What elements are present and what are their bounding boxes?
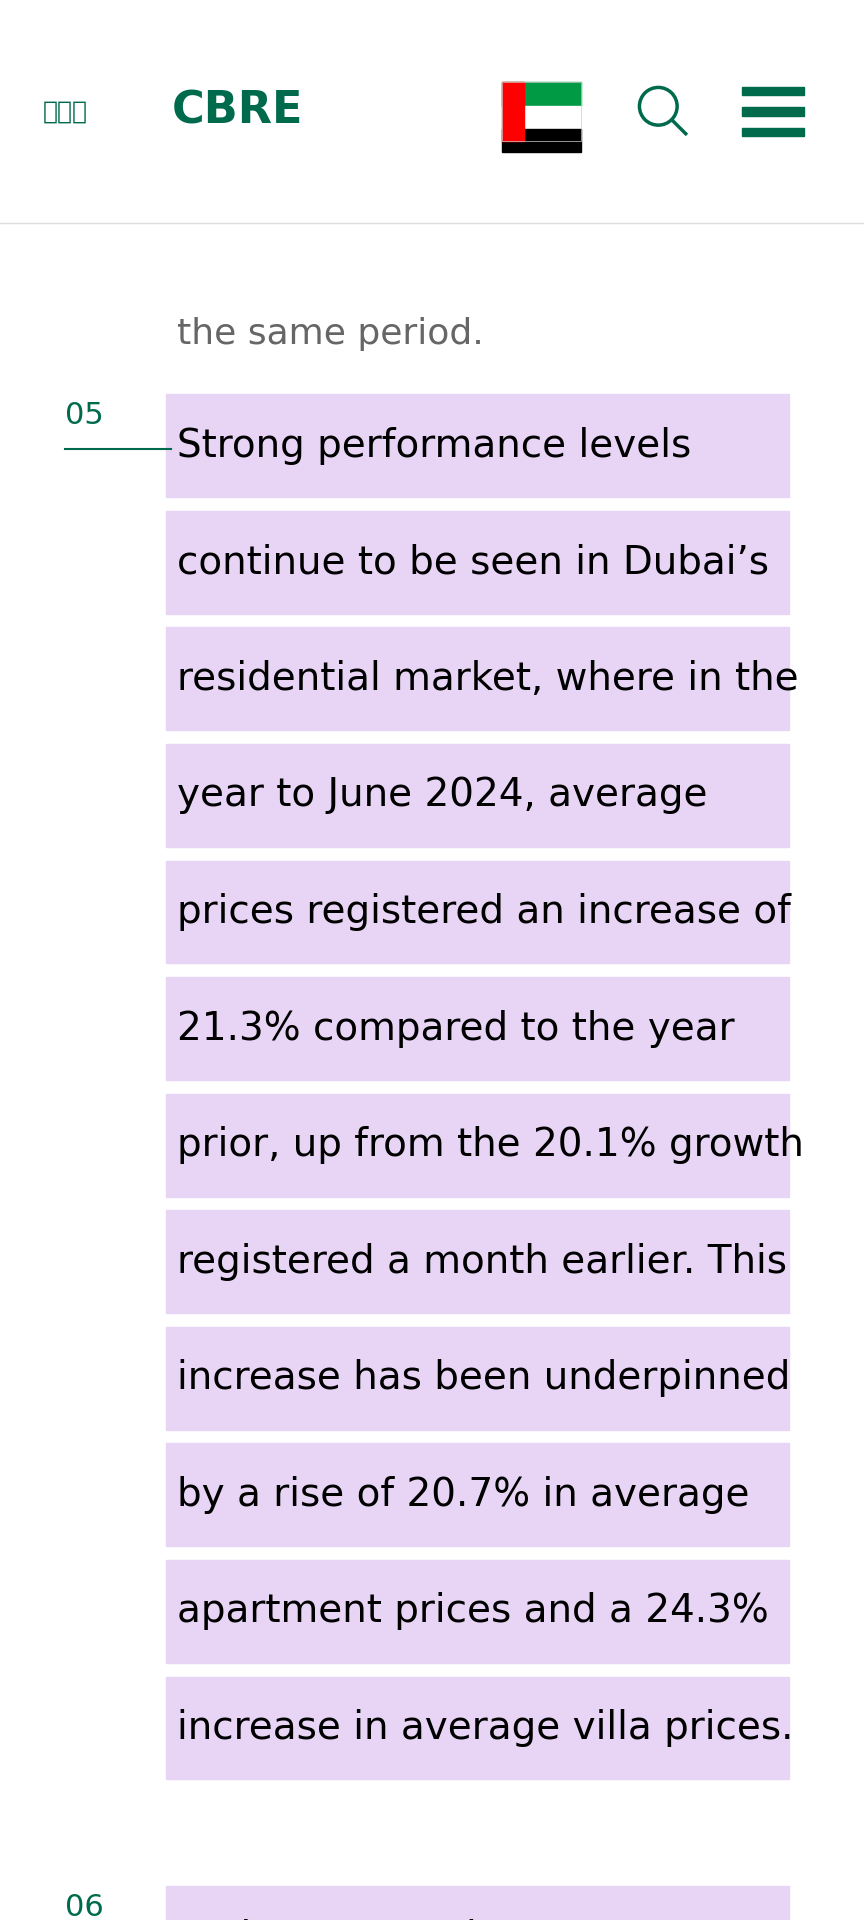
Bar xyxy=(166,1327,789,1430)
Bar xyxy=(166,1210,789,1313)
Text: increase in average villa prices.: increase in average villa prices. xyxy=(176,1709,793,1747)
Bar xyxy=(166,511,789,614)
Text: continue to be seen in Dubai’s: continue to be seen in Dubai’s xyxy=(176,543,769,582)
Text: prior, up from the 20.1% growth: prior, up from the 20.1% growth xyxy=(176,1127,804,1164)
Bar xyxy=(166,1676,789,1780)
Text: 05: 05 xyxy=(65,401,104,430)
Bar xyxy=(742,129,804,136)
Bar xyxy=(742,86,804,96)
Bar xyxy=(166,1559,789,1663)
Text: by a rise of 20.7% in average: by a rise of 20.7% in average xyxy=(176,1476,749,1513)
Bar xyxy=(166,860,789,964)
Bar xyxy=(166,1094,789,1196)
Text: CBRE: CBRE xyxy=(171,90,303,132)
Bar xyxy=(166,628,789,730)
Text: registered a month earlier. This: registered a month earlier. This xyxy=(176,1242,786,1281)
Text: 06: 06 xyxy=(65,1893,104,1920)
Bar xyxy=(166,977,789,1079)
Bar xyxy=(502,83,581,140)
Bar xyxy=(502,129,581,152)
Bar xyxy=(502,106,581,129)
Text: جلل: جلل xyxy=(42,100,87,123)
Bar xyxy=(742,108,804,115)
Bar xyxy=(502,83,581,106)
Text: prices registered an increase of: prices registered an increase of xyxy=(176,893,791,931)
Text: year to June 2024, average: year to June 2024, average xyxy=(176,776,707,814)
Bar xyxy=(166,1885,789,1920)
Bar xyxy=(166,1444,789,1546)
Text: residential market, where in the: residential market, where in the xyxy=(176,660,798,697)
Bar xyxy=(166,394,789,497)
Text: Strong performance levels: Strong performance levels xyxy=(176,426,691,465)
Bar xyxy=(502,83,524,140)
Text: apartment prices and a 24.3%: apartment prices and a 24.3% xyxy=(176,1592,768,1630)
Bar xyxy=(166,743,789,847)
Text: increase has been underpinned: increase has been underpinned xyxy=(176,1359,790,1398)
Text: the same period.: the same period. xyxy=(176,317,483,351)
Text: 21.3% compared to the year: 21.3% compared to the year xyxy=(176,1010,734,1048)
